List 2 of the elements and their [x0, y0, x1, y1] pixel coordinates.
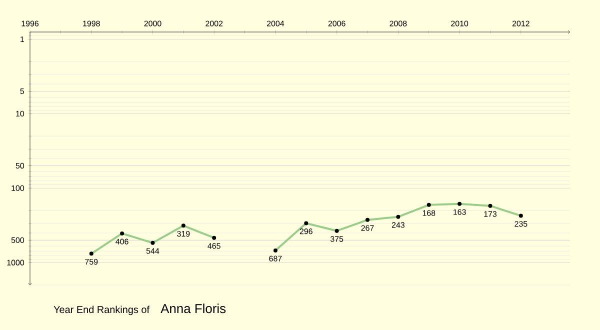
text: Anna Floris — [160, 304, 226, 314]
text: Year End Rankings of — [54, 306, 150, 316]
